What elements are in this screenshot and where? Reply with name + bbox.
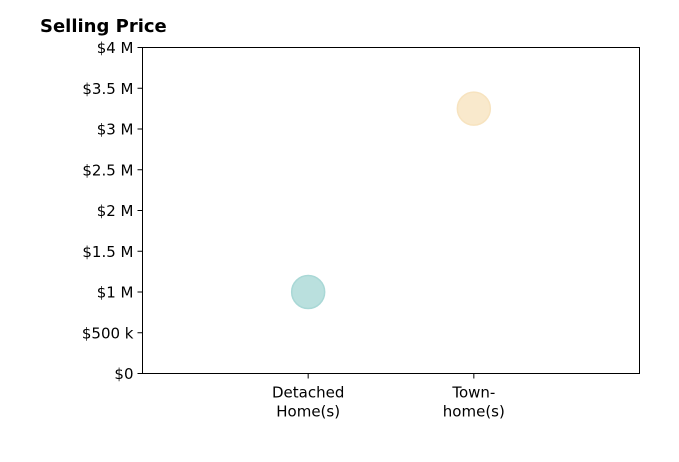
y-tick-label: $0 (114, 365, 133, 383)
y-tick-label: $500 k (82, 324, 134, 342)
x-tick-label: home(s) (443, 403, 505, 421)
y-tick-label: $2.5 M (82, 161, 133, 179)
data-points (290, 91, 492, 310)
data-point (456, 91, 492, 126)
y-tick-label: $3 M (97, 121, 134, 139)
y-tick-label: $4 M (97, 39, 134, 57)
y-tick-label: $1.5 M (82, 243, 133, 261)
y-tick-label: $3.5 M (82, 80, 133, 98)
y-axis-ticks: $0 $500 k $1 M $1.5 M $2 M $2.5 M $3 M $3.5 M $4… (82, 39, 143, 383)
y-tick-label: $2 M (97, 202, 134, 220)
chart-title: Selling Price (40, 16, 167, 37)
y-tick-label: $1 M (97, 284, 134, 302)
data-point (290, 274, 326, 310)
plot-frame (142, 47, 640, 374)
x-tick-label: Detached (272, 384, 344, 402)
x-tick-label: Town- (451, 384, 495, 402)
x-tick-label: Home(s) (276, 403, 340, 421)
